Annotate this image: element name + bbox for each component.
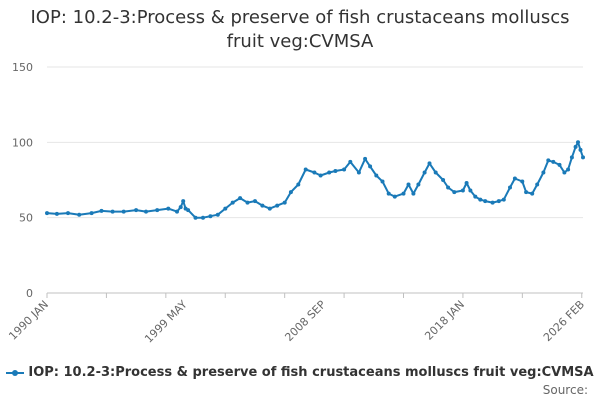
data-point <box>238 196 243 201</box>
data-point <box>230 200 235 205</box>
data-point <box>452 190 457 195</box>
data-point <box>77 212 82 217</box>
source-label: Source: <box>542 383 588 397</box>
data-point <box>441 178 446 182</box>
data-point <box>155 208 160 213</box>
data-point <box>483 199 488 204</box>
data-point <box>569 155 574 160</box>
data-point <box>578 147 583 152</box>
data-point <box>166 206 171 211</box>
data-point <box>562 170 567 175</box>
data-point <box>223 206 228 211</box>
data-point <box>508 185 512 190</box>
data-point <box>473 194 478 199</box>
data-point <box>535 182 540 187</box>
data-point <box>275 203 280 208</box>
x-tick-label: 1990 JAN <box>6 298 51 343</box>
data-point <box>66 211 70 216</box>
y-tick-label: 50 <box>19 212 33 225</box>
data-point <box>401 191 406 196</box>
data-point <box>541 170 546 175</box>
data-point <box>464 181 469 185</box>
data-point <box>411 191 416 196</box>
data-point <box>551 159 556 164</box>
data-point <box>368 164 373 169</box>
data-point <box>581 155 585 160</box>
data-point <box>573 144 578 149</box>
data-point <box>178 205 183 210</box>
data-point <box>348 159 353 164</box>
data-point <box>282 200 287 205</box>
data-point <box>433 170 438 175</box>
data-point <box>318 173 323 178</box>
data-point <box>496 199 501 204</box>
data-point <box>181 199 186 204</box>
data-point <box>333 169 338 173</box>
data-point <box>260 203 265 208</box>
data-point <box>245 200 250 205</box>
data-point <box>201 215 205 220</box>
data-point <box>342 167 347 172</box>
data-point <box>374 173 379 178</box>
x-tick-label: 2008 SEP <box>282 298 328 344</box>
data-point <box>406 182 411 187</box>
data-point <box>296 182 301 187</box>
legend-label: IOP: 10.2-3:Process & preserve of fish c… <box>28 365 594 380</box>
data-point <box>267 206 272 211</box>
y-tick-label: 0 <box>26 287 33 300</box>
data-point <box>363 156 368 161</box>
data-point <box>478 197 483 202</box>
y-tick-label: 100 <box>12 136 33 149</box>
data-point <box>99 208 104 213</box>
data-point <box>193 215 198 220</box>
data-point <box>512 176 517 181</box>
data-point <box>501 197 506 202</box>
legend[interactable]: IOP: 10.2-3:Process & preserve of fish c… <box>0 365 600 380</box>
data-point <box>356 170 361 175</box>
data-point <box>186 208 191 213</box>
data-point <box>380 179 385 184</box>
x-tick-label: 2026 FEB <box>541 298 587 344</box>
data-point <box>208 214 213 219</box>
data-point <box>45 211 49 216</box>
data-point <box>576 140 580 145</box>
x-tick-label: 2018 JAN <box>422 298 467 343</box>
data-point <box>460 188 465 193</box>
data-point <box>524 190 529 195</box>
data-point <box>392 194 397 199</box>
data-point <box>144 209 148 214</box>
data-point <box>54 211 59 216</box>
data-point <box>215 212 220 217</box>
y-tick-label: 150 <box>12 61 33 74</box>
data-point <box>520 179 525 184</box>
data-point <box>303 167 308 172</box>
data-point <box>546 158 551 163</box>
data-point <box>422 170 427 175</box>
x-tick-label: 1999 MAY <box>142 298 190 346</box>
data-point <box>110 209 115 214</box>
series-line <box>46 141 584 219</box>
data-point <box>416 182 421 187</box>
data-point <box>121 209 126 214</box>
chart-title: IOP: 10.2-3:Process & preserve of fish c… <box>30 7 570 52</box>
data-point <box>566 167 571 172</box>
data-point <box>89 211 94 216</box>
data-point <box>134 208 139 213</box>
data-point <box>468 188 473 193</box>
data-point <box>490 200 495 205</box>
data-point <box>253 199 257 204</box>
data-point <box>312 170 317 175</box>
data-point <box>530 191 535 196</box>
data-point <box>427 161 432 166</box>
data-point <box>446 185 451 190</box>
legend-line-symbol <box>6 369 25 376</box>
data-point <box>175 209 179 214</box>
data-point <box>386 191 391 196</box>
data-point <box>288 190 293 195</box>
data-point <box>557 162 562 167</box>
data-point <box>327 170 332 175</box>
